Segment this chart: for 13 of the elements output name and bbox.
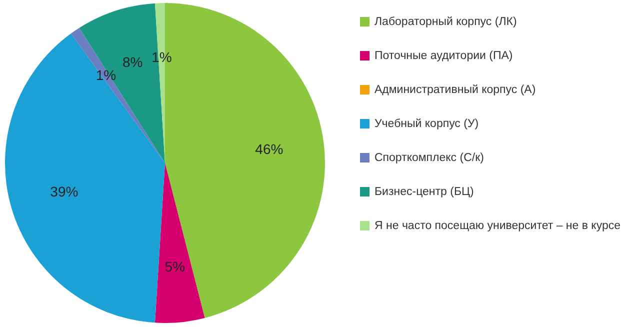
data-label: 46%: [255, 140, 284, 157]
legend-label: Учебный корпус (У): [374, 118, 479, 130]
legend-label: Административный корпус (А): [374, 84, 536, 96]
data-label: 39%: [50, 183, 78, 200]
data-label: 8%: [122, 54, 143, 70]
data-label: 1%: [96, 67, 116, 84]
legend-label: Лабораторный корпус (ЛК): [374, 16, 517, 28]
data-label: 5%: [164, 258, 185, 275]
pie-slice: [154, 163, 205, 323]
legend-label: Бизнес-центр (БЦ): [374, 186, 474, 198]
legend-label: Спорткомплекс (С/к): [374, 152, 484, 164]
legend-label: Поточные аудитории (ПА): [374, 50, 513, 62]
legend-label: Я не часто посещаю университет – не в курсе: [374, 220, 620, 232]
